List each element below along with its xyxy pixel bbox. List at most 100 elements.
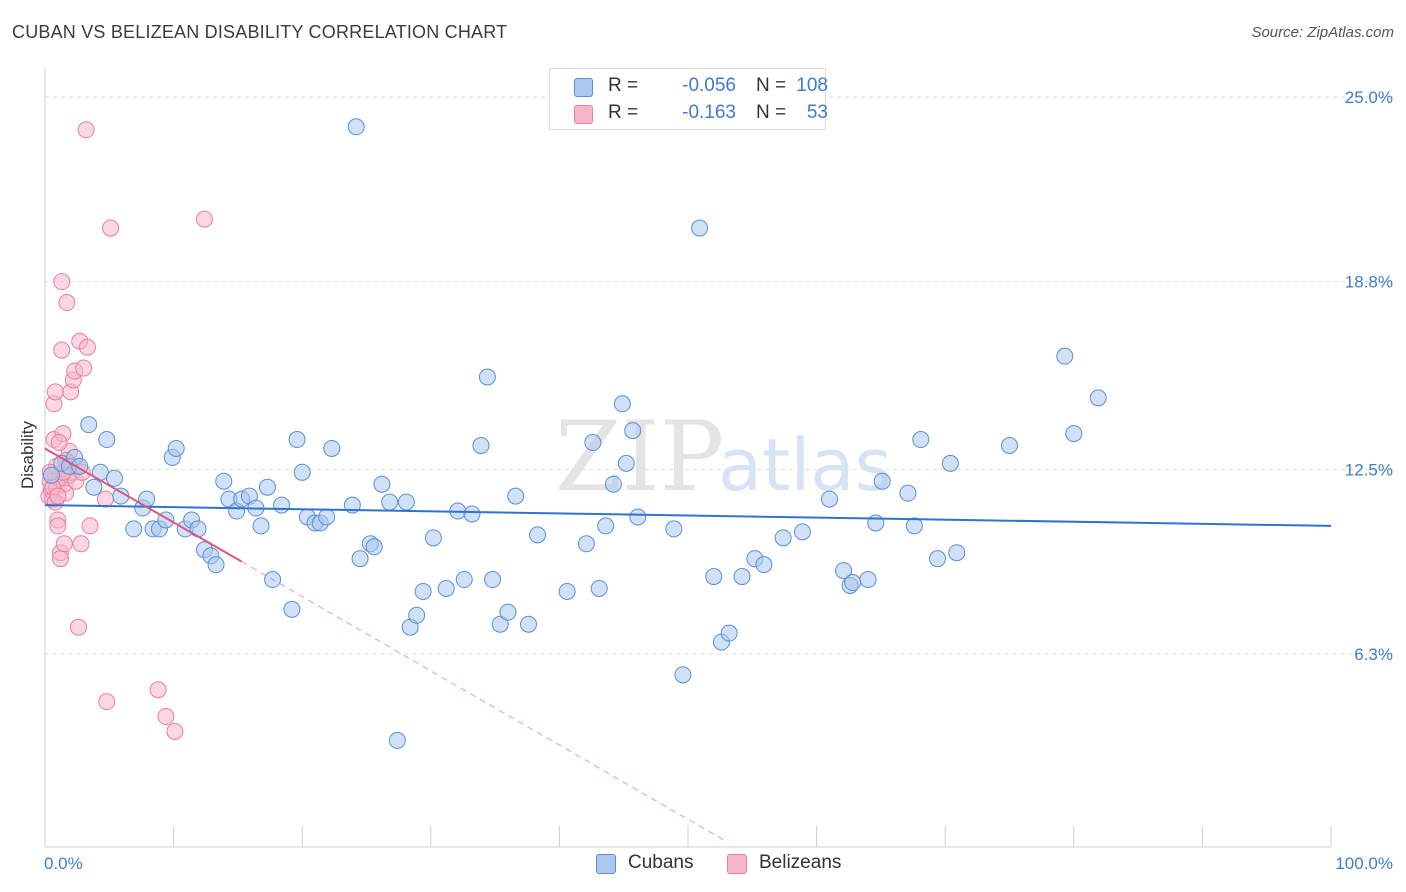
cuban-point (252, 517, 270, 535)
y-tick-label: 18.8% (1345, 273, 1393, 292)
cuban-point (844, 574, 862, 592)
belizean-point (166, 722, 184, 740)
cuban-point (613, 395, 631, 413)
cuban-point (720, 624, 738, 642)
x-tick-label: 0.0% (44, 854, 83, 873)
cuban-point (577, 535, 595, 553)
cuban-point (529, 526, 547, 544)
cuban-point (484, 571, 502, 589)
cuban-point (293, 463, 311, 481)
cuban-point (323, 439, 341, 457)
belizean-point (81, 517, 99, 535)
cuban-point (80, 416, 98, 434)
cuban-point (424, 529, 442, 547)
cuban-point (42, 466, 60, 484)
legend-swatch-pink (727, 854, 747, 874)
chart-title: CUBAN VS BELIZEAN DISABILITY CORRELATION… (12, 22, 508, 42)
axes (44, 68, 1332, 848)
cuban-point (455, 571, 473, 589)
belizean-point (102, 219, 120, 237)
cuban-point (691, 219, 709, 237)
legend-label: Cubans (628, 852, 694, 873)
cuban-point (905, 517, 923, 535)
belizean-point (96, 490, 114, 508)
cuban-point (347, 118, 365, 136)
cuban-point (189, 520, 207, 538)
legend-label: Belizeans (759, 852, 842, 873)
belizean-point (50, 434, 68, 452)
y-tick-label: 12.5% (1345, 460, 1393, 479)
cuban-point (912, 431, 930, 449)
source-label: Source: ZipAtlas.com (1251, 24, 1394, 41)
belizean-point (195, 210, 213, 228)
cuban-point (629, 508, 647, 526)
cuban-point (774, 529, 792, 547)
grid (45, 96, 1395, 655)
cuban-point (388, 731, 406, 749)
cuban-point (437, 579, 455, 597)
cuban-point (207, 556, 225, 574)
cuban-point (1089, 389, 1107, 407)
cuban-point (1056, 347, 1074, 365)
legend-n-value: 53 (806, 102, 828, 123)
belizean-point (157, 708, 175, 726)
cuban-point (215, 472, 233, 490)
belizean-point (51, 550, 69, 568)
cuban-point (590, 579, 608, 597)
cuban-point (373, 475, 391, 493)
y-tick-label: 25.0% (1345, 88, 1393, 107)
cubans-points (42, 118, 1107, 749)
cuban-point (558, 582, 576, 600)
legend-r-value: -0.163 (682, 102, 736, 123)
legend-swatch-pink (574, 105, 593, 124)
belizean-point (78, 338, 96, 356)
cuban-point (167, 439, 185, 457)
legend-n-label: N = (756, 102, 787, 123)
series-legend: Cubans Belizeans (0, 852, 1406, 878)
cuban-point (597, 517, 615, 535)
cuban-point (288, 431, 306, 449)
cuban-point (584, 434, 602, 452)
watermark-zip: ZIP (555, 401, 724, 513)
cuban-point (867, 514, 885, 532)
belizean-point (149, 681, 167, 699)
belizean-point (58, 294, 76, 312)
cuban-point (941, 454, 959, 472)
cuban-point (624, 422, 642, 440)
cuban-point (928, 550, 946, 568)
cuban-point (472, 436, 490, 454)
cuban-point (499, 603, 517, 621)
legend-r-label: R = (608, 75, 639, 96)
trend-lines (44, 447, 1332, 843)
legend-swatch-blue (596, 854, 616, 874)
cuban-point (463, 505, 481, 523)
cuban-point (365, 538, 383, 556)
belizean-point (53, 273, 71, 291)
cuban-point (873, 472, 891, 490)
cuban-point (948, 544, 966, 562)
cuban-point (85, 478, 103, 496)
cuban-point (1065, 425, 1083, 443)
cuban-point (478, 368, 496, 386)
legend-r-value: -0.056 (682, 75, 736, 96)
belizeans-trend-line (44, 447, 243, 563)
cuban-point (318, 508, 336, 526)
belizean-point (69, 618, 87, 636)
cuban-point (733, 568, 751, 586)
belizean-point (55, 535, 73, 553)
cuban-point (273, 496, 291, 514)
cuban-point (520, 615, 538, 633)
cuban-point (835, 562, 853, 580)
cuban-point (397, 493, 415, 511)
belizean-point (77, 121, 95, 139)
cuban-point (1001, 436, 1018, 454)
cuban-point (507, 487, 525, 505)
cuban-point (755, 556, 773, 574)
y-tick-label: 6.3% (1354, 645, 1393, 664)
tick-labels: 6.3% 12.5% 18.8% 25.0% 0.0% 100.0% (44, 88, 1393, 873)
cuban-point (351, 550, 369, 568)
cuban-point (705, 568, 723, 586)
cuban-point (98, 431, 116, 449)
cuban-point (491, 615, 509, 633)
cuban-point (899, 484, 917, 502)
